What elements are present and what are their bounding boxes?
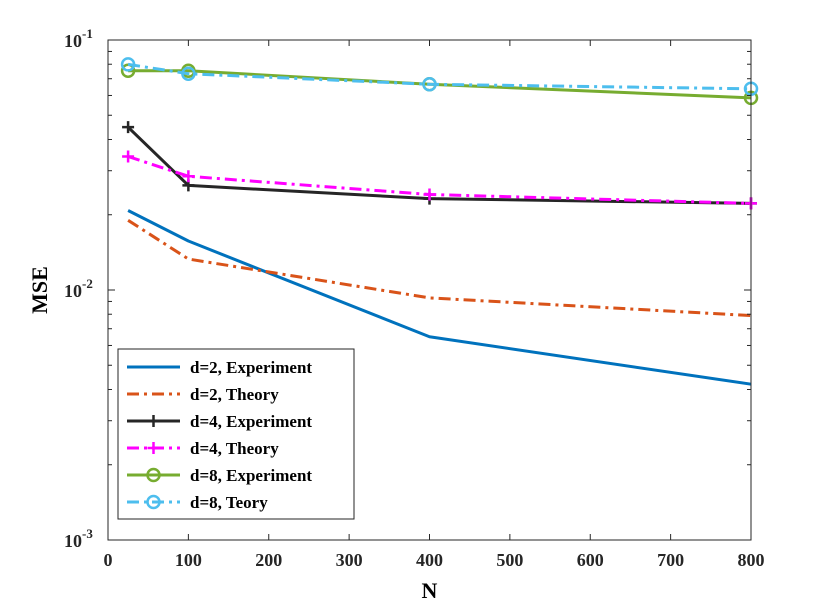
series-line (127, 219, 752, 318)
data-point (122, 121, 135, 134)
x-tick-label: 200 (255, 550, 282, 570)
x-tick-label: 800 (738, 550, 765, 570)
tick-layer: 0 100 200 300 400 500 600 700 800 10-3 10-2 10-1 (64, 26, 765, 570)
x-tick-label: 0 (104, 550, 113, 570)
x-tick-label: 500 (496, 550, 523, 570)
series-line (127, 126, 752, 205)
data-point (120, 57, 136, 72)
data-point (122, 150, 135, 163)
legend-item: d=4, Theory (127, 439, 279, 458)
legend-box (117, 348, 355, 520)
legend-label: d=4, Theory (190, 439, 279, 458)
legend-item: d=8, Teory (127, 493, 268, 512)
x-tick-label: 600 (577, 550, 604, 570)
legend-label: d=8, Teory (190, 493, 268, 512)
x-tick-label: 700 (657, 550, 684, 570)
series-1 (127, 209, 752, 386)
legend-marker (147, 442, 160, 454)
legend-marker (146, 467, 161, 483)
legend: d=2, Experiment d=2, Theory d=4, Experimen… (117, 348, 355, 520)
legend-marker (147, 415, 160, 427)
series-line (127, 209, 752, 386)
series-line (127, 155, 752, 205)
data-point (181, 66, 196, 81)
series-2 (127, 219, 752, 318)
x-axis-label: N (422, 578, 438, 603)
legend-marker (146, 494, 161, 510)
data-point (423, 188, 436, 201)
legend-label: d=2, Experiment (190, 358, 312, 377)
series-line (127, 62, 752, 91)
x-tick-label: 100 (175, 550, 202, 570)
legend-label: d=4, Experiment (190, 412, 312, 431)
y-tick-label: 10-3 (64, 526, 93, 551)
legend-label: d=8, Experiment (190, 466, 312, 485)
y-axis-label: MSE (27, 266, 52, 314)
y-tick-label: 10-2 (64, 276, 93, 301)
x-tick-label: 300 (336, 550, 363, 570)
legend-item: d=4, Experiment (127, 412, 312, 431)
x-tick-label: 400 (416, 550, 443, 570)
data-point (422, 77, 437, 92)
legend-item: d=2, Theory (127, 385, 279, 404)
legend-item: d=2, Experiment (127, 358, 312, 377)
legend-item: d=8, Experiment (127, 466, 312, 485)
y-tick-label: 10-1 (64, 26, 93, 51)
data-point (182, 170, 195, 183)
legend-label: d=2, Theory (190, 385, 279, 404)
